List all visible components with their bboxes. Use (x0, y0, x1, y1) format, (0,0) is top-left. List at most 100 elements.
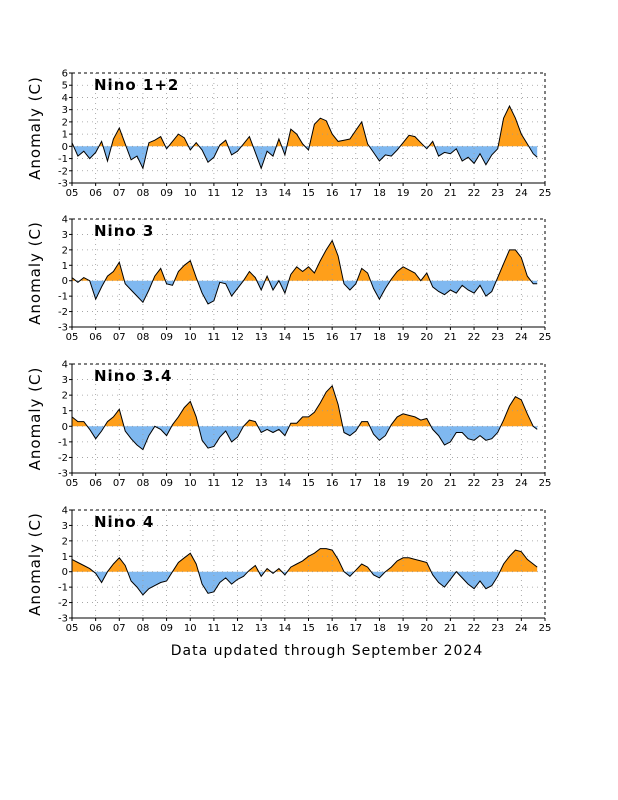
warm-anomaly-area (400, 135, 425, 147)
x-tick-label: 13 (255, 623, 268, 634)
cool-anomaly-area (370, 280, 391, 300)
y-tick-label: 1 (62, 130, 68, 141)
y-tick-label: 3 (62, 105, 68, 116)
x-tick-label: 17 (349, 332, 362, 343)
y-axis-title: Anomaly (C) (26, 76, 44, 180)
warm-anomaly-area (354, 564, 372, 572)
x-tick-label: 10 (184, 623, 197, 634)
cool-anomaly-area (434, 146, 499, 165)
x-tick-label: 25 (539, 332, 552, 343)
x-tick-label: 21 (444, 188, 457, 199)
x-tick-label: 18 (373, 332, 386, 343)
x-tick-label: 15 (302, 332, 315, 343)
cool-anomaly-area (343, 280, 357, 290)
panel-title: Nino 1+2 (94, 76, 179, 94)
x-tick-label: 07 (113, 332, 126, 343)
y-tick-label: 5 (62, 81, 68, 92)
x-tick-label: 21 (444, 623, 457, 634)
x-tick-label: 14 (278, 478, 291, 489)
x-tick-label: 16 (326, 188, 339, 199)
x-tick-label: 15 (302, 623, 315, 634)
x-tick-label: 16 (326, 332, 339, 343)
warm-anomaly-area (390, 413, 431, 427)
y-tick-label: 0 (62, 567, 68, 578)
x-tick-label: 20 (420, 188, 433, 199)
x-tick-label: 05 (66, 332, 79, 343)
x-tick-label: 24 (515, 478, 528, 489)
cool-anomaly-area (93, 571, 108, 583)
cool-anomaly-area (257, 426, 290, 436)
x-tick-label: 07 (113, 188, 126, 199)
x-tick-label: 09 (160, 332, 173, 343)
y-axis-title: Anomaly (C) (26, 367, 44, 471)
y-tick-label: 3 (62, 375, 68, 386)
y-tick-label: -3 (58, 469, 68, 480)
y-tick-label: 0 (62, 142, 68, 153)
cool-anomaly-area (126, 146, 148, 169)
x-tick-label: 25 (539, 623, 552, 634)
x-tick-label: 19 (397, 332, 410, 343)
x-tick-label: 14 (278, 623, 291, 634)
x-tick-label: 13 (255, 188, 268, 199)
y-tick-label: -2 (58, 307, 68, 318)
y-axis-title: Anomaly (C) (26, 221, 44, 325)
x-tick-label: 23 (491, 188, 504, 199)
y-tick-label: 2 (62, 245, 68, 256)
x-tick-label: 09 (160, 188, 173, 199)
x-tick-label: 19 (397, 623, 410, 634)
x-tick-label: 05 (66, 623, 79, 634)
y-tick-label: 1 (62, 406, 68, 417)
x-tick-label: 18 (373, 188, 386, 199)
y-tick-label: 4 (62, 215, 68, 226)
warm-anomaly-area (107, 557, 128, 572)
warm-anomaly-area (171, 401, 199, 427)
x-tick-label: 21 (444, 332, 457, 343)
y-tick-label: -3 (58, 614, 68, 625)
warm-anomaly-area (104, 262, 125, 281)
warm-anomaly-area (498, 106, 529, 147)
anomaly-series-line (71, 548, 538, 596)
warm-anomaly-area (309, 118, 370, 147)
y-tick-label: -2 (58, 598, 68, 609)
x-tick-label: 23 (491, 478, 504, 489)
x-tick-label: 21 (444, 478, 457, 489)
x-tick-label: 06 (89, 332, 102, 343)
cool-anomaly-area (197, 280, 244, 304)
anomaly-series-line (71, 104, 538, 170)
x-tick-label: 10 (184, 188, 197, 199)
warm-anomaly-area (148, 136, 166, 147)
x-tick-label: 08 (137, 332, 150, 343)
warm-anomaly-area (500, 396, 534, 427)
y-tick-label: -1 (58, 583, 68, 594)
cool-anomaly-area (431, 571, 457, 588)
y-tick-label: 3 (62, 521, 68, 532)
footer-caption: Data updated through September 2024 (171, 643, 483, 659)
x-tick-label: 12 (231, 332, 244, 343)
cool-anomaly-area (269, 280, 279, 290)
x-tick-label: 08 (137, 478, 150, 489)
y-tick-label: -2 (58, 166, 68, 177)
x-tick-label: 12 (231, 623, 244, 634)
cool-anomaly-area (89, 280, 105, 300)
warm-anomaly-area (152, 268, 166, 281)
x-tick-label: 17 (349, 188, 362, 199)
x-tick-label: 05 (66, 188, 79, 199)
x-tick-label: 10 (184, 332, 197, 343)
y-tick-label: -1 (58, 154, 68, 165)
x-tick-label: 14 (278, 332, 291, 343)
warm-anomaly-area (243, 271, 257, 281)
y-tick-label: -1 (58, 292, 68, 303)
warm-anomaly-area (172, 553, 199, 572)
x-tick-label: 19 (397, 478, 410, 489)
x-tick-label: 15 (302, 188, 315, 199)
cool-anomaly-area (344, 571, 355, 577)
cool-anomaly-area (342, 426, 359, 436)
panel-title: Nino 3.4 (94, 367, 172, 385)
x-tick-label: 22 (468, 332, 481, 343)
warm-anomaly-area (168, 134, 189, 147)
x-tick-label: 25 (539, 188, 552, 199)
warm-anomaly-area (385, 557, 432, 572)
